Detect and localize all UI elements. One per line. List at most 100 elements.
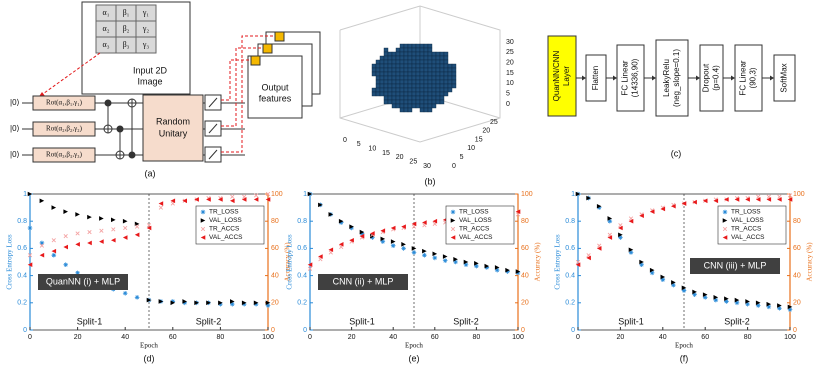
voxel — [403, 95, 409, 101]
z-tick-label: 5 — [506, 91, 510, 98]
x-tick-label: 60 — [701, 334, 709, 341]
voxel — [411, 63, 417, 69]
voxel — [403, 103, 409, 109]
marker — [724, 296, 729, 302]
voxel — [411, 55, 417, 61]
voxel — [379, 75, 385, 81]
marker — [607, 216, 613, 221]
voxel — [371, 67, 377, 73]
voxel — [439, 75, 445, 81]
y2-tick-label: 60 — [521, 245, 529, 252]
marker — [134, 224, 140, 229]
marker — [628, 250, 634, 255]
split-label: Split-2 — [453, 316, 479, 326]
input-grid — [95, 4, 157, 54]
layer-label: FC Linear — [739, 60, 748, 95]
marker — [390, 239, 396, 244]
grid-cell: γ₁ — [142, 8, 150, 17]
voxel — [423, 71, 429, 77]
y-tick-label: 1 — [303, 191, 307, 198]
voxel — [403, 79, 409, 85]
voxel — [439, 71, 445, 77]
voxel — [379, 91, 385, 97]
split-label: Split-1 — [77, 316, 103, 326]
marker — [515, 269, 521, 274]
y2-tick-label: 40 — [271, 272, 279, 279]
marker — [401, 242, 406, 247]
marker — [370, 231, 375, 236]
voxel — [395, 59, 401, 65]
marker — [51, 248, 57, 254]
y2-tick-label: 80 — [793, 218, 801, 225]
marker — [253, 301, 259, 307]
legend-entry: VAL_ACCS — [731, 234, 765, 241]
voxel — [383, 67, 389, 73]
voxel — [387, 59, 393, 65]
marker — [755, 303, 761, 308]
marker — [265, 300, 271, 306]
voxel — [395, 79, 401, 85]
voxel — [387, 55, 393, 61]
marker — [474, 261, 479, 266]
voxel — [415, 79, 421, 85]
voxel — [407, 83, 413, 89]
voxel — [399, 43, 405, 49]
marker — [494, 265, 500, 270]
voxel — [439, 83, 445, 89]
x-tick-label: 20 — [348, 334, 356, 341]
voxel — [407, 79, 413, 85]
voxel — [391, 99, 397, 105]
voxel — [415, 59, 421, 65]
layer-label: FC Linear — [621, 60, 630, 95]
voxel — [399, 71, 405, 77]
marker — [39, 240, 45, 246]
voxel — [399, 83, 405, 89]
voxel — [447, 67, 453, 73]
unitary-label: Unitary — [159, 128, 188, 138]
y2-axis-label: Accuracy (%) — [534, 242, 542, 282]
legend-marker — [450, 235, 456, 240]
voxel — [451, 83, 457, 89]
marker — [702, 295, 708, 300]
x-tick-label: 60 — [431, 334, 439, 341]
legend-entry: TR_LOSS — [731, 209, 761, 216]
voxel — [419, 91, 425, 97]
voxel — [423, 51, 429, 57]
marker — [328, 212, 334, 217]
marker — [474, 263, 479, 269]
voxel — [427, 43, 433, 49]
legend-marker — [450, 218, 456, 223]
marker — [349, 224, 354, 229]
marker — [253, 300, 259, 306]
voxel — [415, 91, 421, 97]
marker — [649, 270, 655, 276]
voxel — [395, 55, 401, 61]
marker — [660, 274, 666, 280]
voxel — [419, 67, 425, 73]
marker — [422, 248, 427, 254]
marker — [75, 270, 80, 276]
voxel — [451, 67, 457, 73]
voxel — [383, 51, 389, 57]
marker — [158, 205, 164, 210]
y2-tick-label: 100 — [271, 191, 283, 198]
voxel — [379, 83, 385, 89]
panel-label: (c) — [671, 148, 682, 158]
marker — [253, 197, 259, 202]
marker — [596, 203, 602, 209]
voxel — [391, 91, 397, 97]
marker — [146, 225, 152, 231]
voxel — [411, 83, 417, 89]
voxel — [403, 71, 409, 77]
marker — [307, 266, 313, 271]
voxel — [391, 95, 397, 101]
marker — [777, 197, 782, 202]
marker — [51, 252, 57, 258]
y2-tick-label: 100 — [793, 191, 805, 198]
voxel — [399, 79, 405, 85]
marker — [349, 237, 354, 243]
voxel — [435, 95, 441, 101]
voxel — [391, 79, 397, 85]
voxel — [387, 87, 393, 93]
voxel — [387, 95, 393, 101]
